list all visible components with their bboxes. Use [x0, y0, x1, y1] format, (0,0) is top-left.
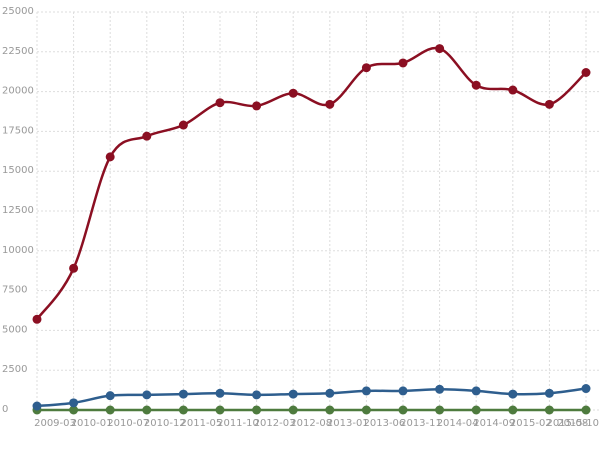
x-tick-label: 2010-07 [107, 418, 149, 429]
data-point [69, 405, 79, 415]
y-tick-label: 5000 [2, 324, 27, 335]
data-point [398, 58, 408, 68]
data-point [288, 405, 298, 415]
data-point [178, 405, 188, 415]
data-point [435, 384, 445, 394]
x-tick-label: 2013-01 [327, 418, 369, 429]
y-tick-label: 0 [2, 404, 8, 415]
y-tick-label: 12500 [2, 205, 34, 216]
x-tick-label: 2015-10 [557, 418, 599, 429]
data-point [471, 405, 481, 415]
series-line [35, 46, 587, 321]
y-tick-label: 15000 [2, 165, 34, 176]
data-point [435, 405, 445, 415]
x-tick-label: 2014-09 [473, 418, 515, 429]
data-point [215, 98, 225, 108]
data-point [361, 405, 371, 415]
data-point [69, 263, 79, 273]
data-point [178, 120, 188, 130]
x-tick-label: 2014-04 [437, 418, 479, 429]
data-point [435, 44, 445, 54]
x-tick-label: 2013-11 [400, 418, 442, 429]
data-point [398, 405, 408, 415]
x-tick-label: 2015-08 [547, 418, 589, 429]
y-tick-label: 10000 [2, 245, 34, 256]
data-point [142, 390, 152, 400]
data-point [252, 405, 262, 415]
data-point [215, 388, 225, 398]
x-tick-label: 2012-08 [290, 418, 332, 429]
y-tick-label: 7500 [2, 285, 27, 296]
y-tick-label: 17500 [2, 125, 34, 136]
data-point [325, 405, 335, 415]
x-tick-label: 2010-12 [144, 418, 186, 429]
y-tick-label: 20000 [2, 86, 34, 97]
data-point [361, 386, 371, 396]
data-point [544, 405, 554, 415]
x-tick-label: 2011-05 [181, 418, 223, 429]
data-point [252, 101, 262, 111]
data-point [252, 390, 262, 400]
x-tick-label: 2011-10 [217, 418, 259, 429]
x-tick-label: 2010-01 [71, 418, 113, 429]
data-point [105, 405, 115, 415]
data-point [361, 63, 371, 73]
data-point [105, 391, 115, 401]
x-tick-label: 2015-02 [510, 418, 552, 429]
data-point [178, 389, 188, 399]
data-point [508, 405, 518, 415]
data-point [581, 405, 591, 415]
data-point [544, 388, 554, 398]
x-tick-label: 2012-03 [254, 418, 296, 429]
data-point [508, 389, 518, 399]
y-tick-label: 22500 [2, 46, 34, 57]
data-point [471, 386, 481, 396]
data-point [215, 405, 225, 415]
data-point [105, 152, 115, 162]
x-tick-label: 2013-06 [364, 418, 406, 429]
data-point [142, 131, 152, 141]
y-tick-label: 25000 [2, 6, 34, 17]
data-point [398, 386, 408, 396]
data-point [471, 80, 481, 90]
data-point [544, 99, 554, 109]
data-point [288, 389, 298, 399]
data-point [69, 398, 79, 408]
data-point [508, 85, 518, 95]
data-point [142, 405, 152, 415]
data-point [288, 88, 298, 98]
series-line [36, 387, 587, 408]
data-point [32, 314, 42, 324]
data-point [325, 99, 335, 109]
data-point [32, 401, 42, 411]
data-point [581, 67, 591, 77]
data-point [325, 388, 335, 398]
y-tick-label: 2500 [2, 364, 27, 375]
x-tick-label: 2009-03 [34, 418, 76, 429]
data-point [581, 384, 591, 394]
